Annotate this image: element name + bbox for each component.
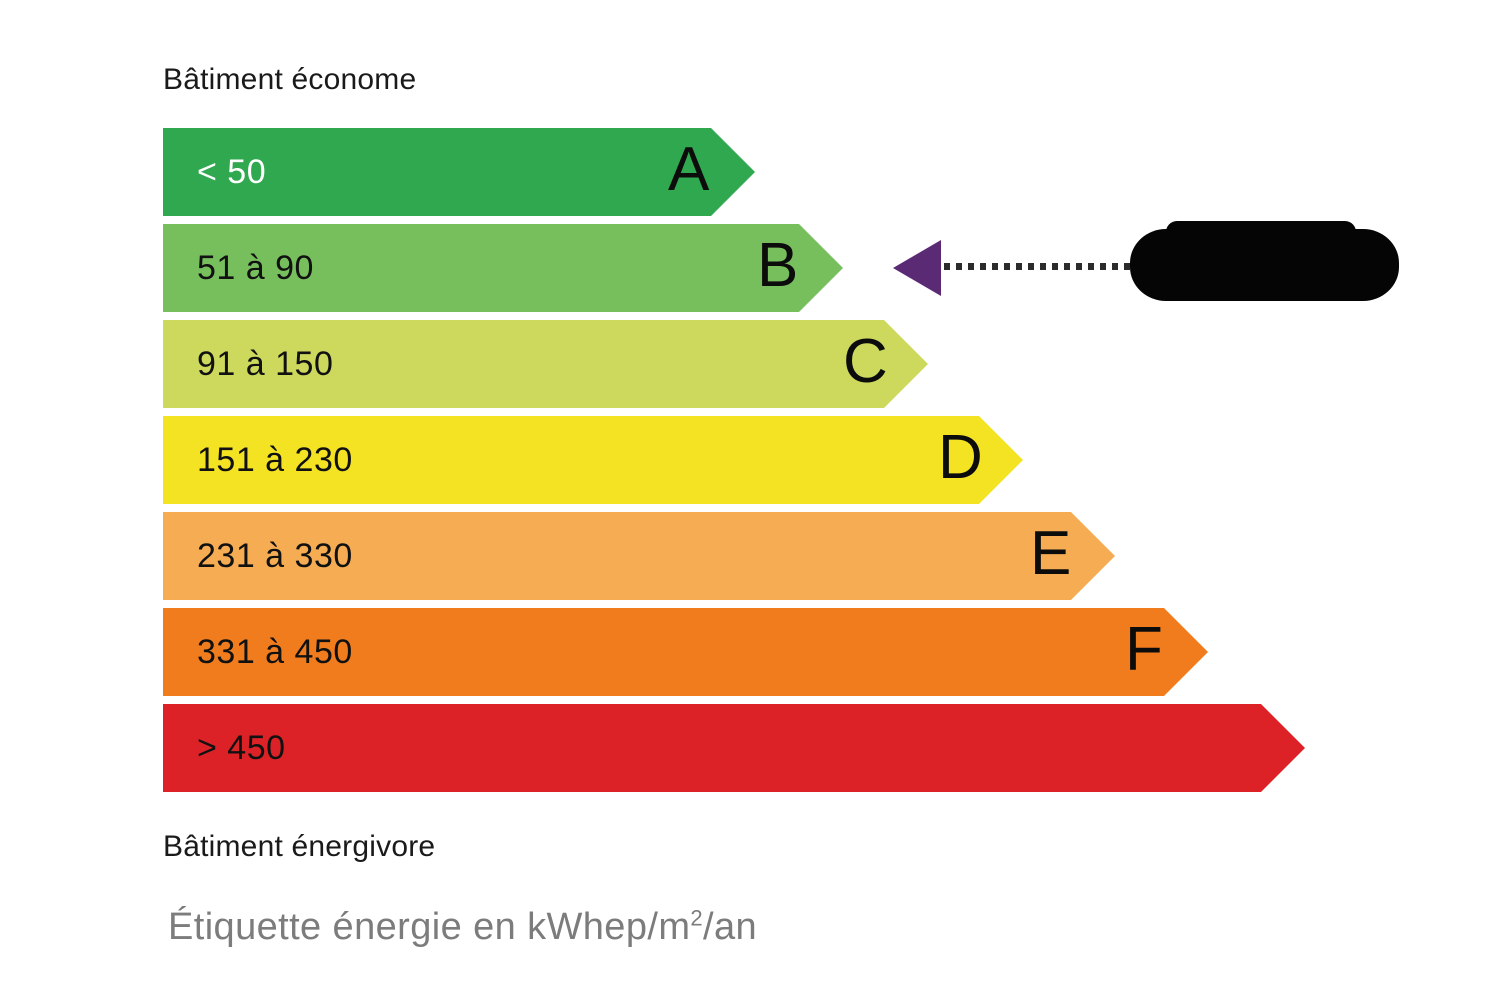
- energy-class-bar-e[interactable]: 231 à 330 E: [163, 512, 1115, 600]
- bar-shape-f: [163, 608, 1208, 696]
- bar-shape-b: [163, 224, 843, 312]
- bar-shape-d: [163, 416, 1023, 504]
- economical-building-caption: Bâtiment économe: [163, 63, 417, 96]
- bar-shape-a: [163, 128, 755, 216]
- energy-class-bar-c[interactable]: 91 à 150 C: [163, 320, 928, 408]
- energy-class-bar-d[interactable]: 151 à 230 D: [163, 416, 1023, 504]
- units-exponent: 2: [690, 905, 704, 931]
- units-suffix: /an: [703, 906, 758, 948]
- energy-units-caption: Étiquette énergie en kWhep/m2/an: [168, 906, 757, 949]
- units-prefix: Étiquette énergie en kWhep/m: [168, 906, 691, 948]
- energy-class-bar-f[interactable]: 331 à 450 F: [163, 608, 1208, 696]
- energy-class-bar-g[interactable]: > 450: [163, 704, 1305, 792]
- bar-shape-e: [163, 512, 1115, 600]
- energy-class-bar-b[interactable]: 51 à 90 B: [163, 224, 843, 312]
- energy-hungry-building-caption: Bâtiment énergivore: [163, 830, 436, 863]
- bar-shape-c: [163, 320, 928, 408]
- energy-class-bar-a[interactable]: < 50 A: [163, 128, 755, 216]
- bar-shape-g: [163, 704, 1305, 792]
